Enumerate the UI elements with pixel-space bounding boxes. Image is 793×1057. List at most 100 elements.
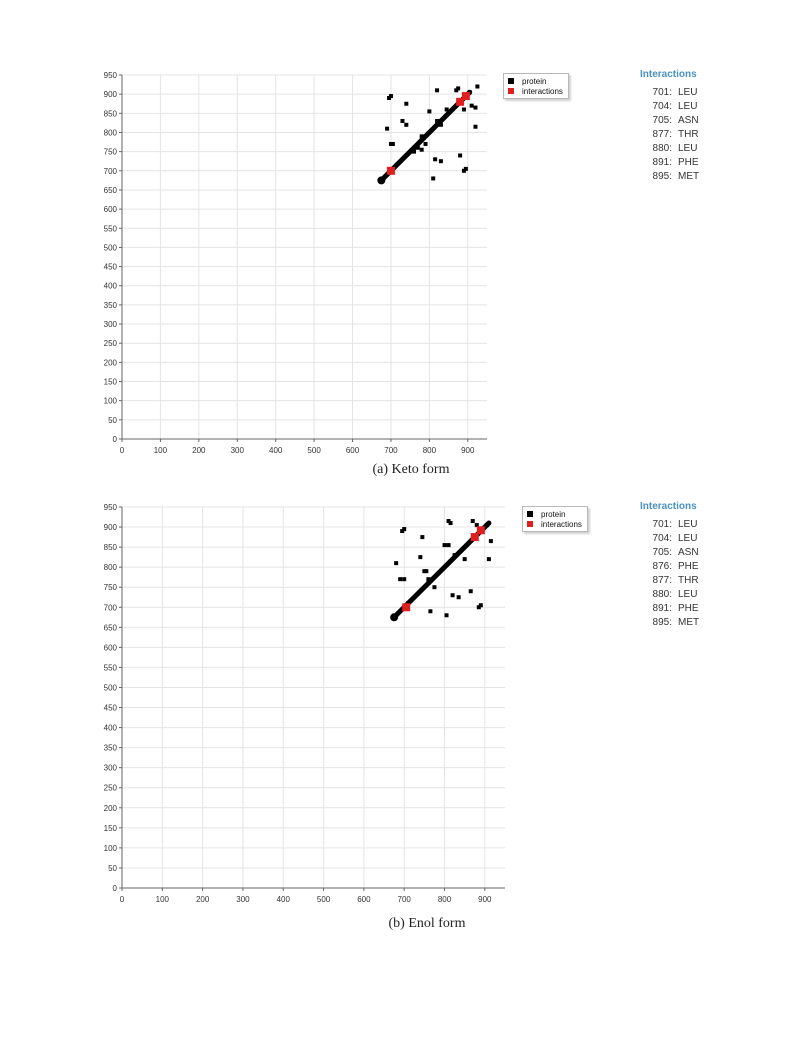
protein-point	[450, 593, 455, 598]
protein-point	[421, 136, 426, 141]
residue-name: THR	[678, 575, 699, 586]
protein-point	[400, 529, 405, 534]
legend-label: protein	[541, 509, 566, 519]
residue-number: 880:	[652, 143, 672, 154]
protein-point	[431, 176, 436, 181]
x-tick-label: 0	[120, 446, 125, 455]
y-tick-label: 350	[104, 301, 118, 310]
protein-swatch	[527, 511, 533, 517]
y-tick-label: 850	[104, 109, 118, 118]
interaction-row: 877: THR	[640, 574, 699, 588]
y-tick-label: 0	[113, 435, 118, 444]
legend-keto: protein interactions	[503, 73, 569, 99]
protein-point	[402, 577, 407, 582]
residue-number: 895:	[652, 171, 672, 182]
x-tick-label: 800	[438, 895, 452, 904]
y-tick-label: 700	[104, 167, 118, 176]
protein-point	[423, 141, 428, 146]
x-tick-label: 600	[357, 895, 371, 904]
legend-label: interactions	[522, 86, 563, 96]
y-tick-label: 750	[104, 148, 118, 157]
protein-point	[402, 527, 407, 532]
protein-point	[461, 107, 466, 112]
protein-point	[463, 166, 468, 171]
protein-point	[446, 543, 451, 548]
residue-name: PHE	[678, 603, 699, 614]
protein-point	[412, 149, 416, 154]
y-tick-label: 300	[104, 764, 118, 773]
interaction-row: 704: LEU	[640, 100, 699, 114]
protein-point	[419, 147, 424, 152]
caption-enol: (b) Enol form	[388, 916, 466, 931]
interaction-row: 895: MET	[640, 616, 700, 630]
residue-number: 705:	[652, 547, 672, 558]
y-tick-label: 0	[113, 884, 118, 893]
residue-name: ASN	[678, 547, 699, 558]
x-tick-label: 500	[317, 895, 331, 904]
interaction-row: 876: PHE	[640, 560, 699, 574]
interaction-row: 701: LEU	[640, 86, 699, 100]
protein-point	[424, 569, 429, 574]
y-tick-label: 50	[108, 864, 117, 873]
legend-label: protein	[522, 76, 547, 86]
residue-name: LEU	[678, 101, 698, 112]
interactions-list-enol: Interactions 701: LEU 704: LEU 705: ASN 876: PH…	[640, 501, 699, 630]
interaction-row: 877: THR	[640, 128, 699, 142]
x-tick-label: 100	[154, 446, 168, 455]
residue-number: 704:	[652, 533, 672, 544]
protein-point	[428, 609, 433, 614]
interaction-point	[456, 97, 465, 106]
protein-point	[438, 122, 443, 127]
protein-point	[427, 109, 432, 114]
legend-item-interactions: interactions	[508, 86, 563, 96]
residue-number: 891:	[652, 157, 672, 168]
residue-name: THR	[678, 129, 699, 140]
protein-point	[446, 519, 451, 524]
protein-point	[398, 577, 403, 582]
residue-name: MET	[678, 171, 700, 182]
legend-enol: protein interactions	[522, 506, 588, 532]
protein-point	[475, 84, 480, 89]
x-tick-label: 900	[478, 895, 492, 904]
protein-point	[488, 539, 493, 544]
protein-point	[486, 557, 491, 562]
protein-point	[388, 94, 393, 99]
y-tick-label: 200	[104, 804, 118, 813]
interactions-title: Interactions	[640, 501, 697, 512]
protein-point	[476, 605, 481, 610]
residue-number: 891:	[652, 603, 672, 614]
residue-number: 701:	[652, 87, 672, 98]
protein-point	[420, 535, 425, 540]
x-tick-label: 400	[277, 895, 291, 904]
protein-point	[377, 176, 386, 185]
x-tick-label: 800	[423, 446, 437, 455]
interaction-row: 891: PHE	[640, 602, 699, 616]
y-tick-label: 900	[104, 90, 118, 99]
protein-point	[426, 577, 431, 582]
protein-point	[442, 543, 447, 548]
protein-point	[404, 122, 409, 127]
residue-name: LEU	[678, 519, 698, 530]
protein-point	[469, 103, 474, 108]
protein-point	[478, 603, 483, 608]
protein-point	[452, 553, 457, 558]
y-tick-label: 100	[104, 844, 118, 853]
protein-point	[444, 107, 449, 112]
y-tick-label: 750	[104, 583, 118, 592]
y-tick-label: 500	[104, 683, 118, 692]
legend-item-protein: protein	[527, 509, 582, 519]
x-tick-label: 600	[346, 446, 360, 455]
y-tick-label: 600	[104, 643, 118, 652]
interaction-point	[461, 92, 470, 101]
caption-keto: (a) Keto form	[372, 462, 450, 477]
interactions-list-keto: Interactions 701: LEU 704: LEU 705: ASN 877: TH…	[640, 69, 699, 184]
x-tick-label: 700	[384, 446, 398, 455]
protein-point	[385, 126, 390, 131]
protein-point	[462, 557, 467, 562]
protein-swatch	[508, 78, 514, 84]
y-tick-label: 950	[104, 503, 118, 512]
protein-point	[470, 519, 475, 524]
protein-point	[438, 159, 443, 164]
y-tick-label: 700	[104, 603, 118, 612]
y-tick-label: 450	[104, 263, 118, 272]
